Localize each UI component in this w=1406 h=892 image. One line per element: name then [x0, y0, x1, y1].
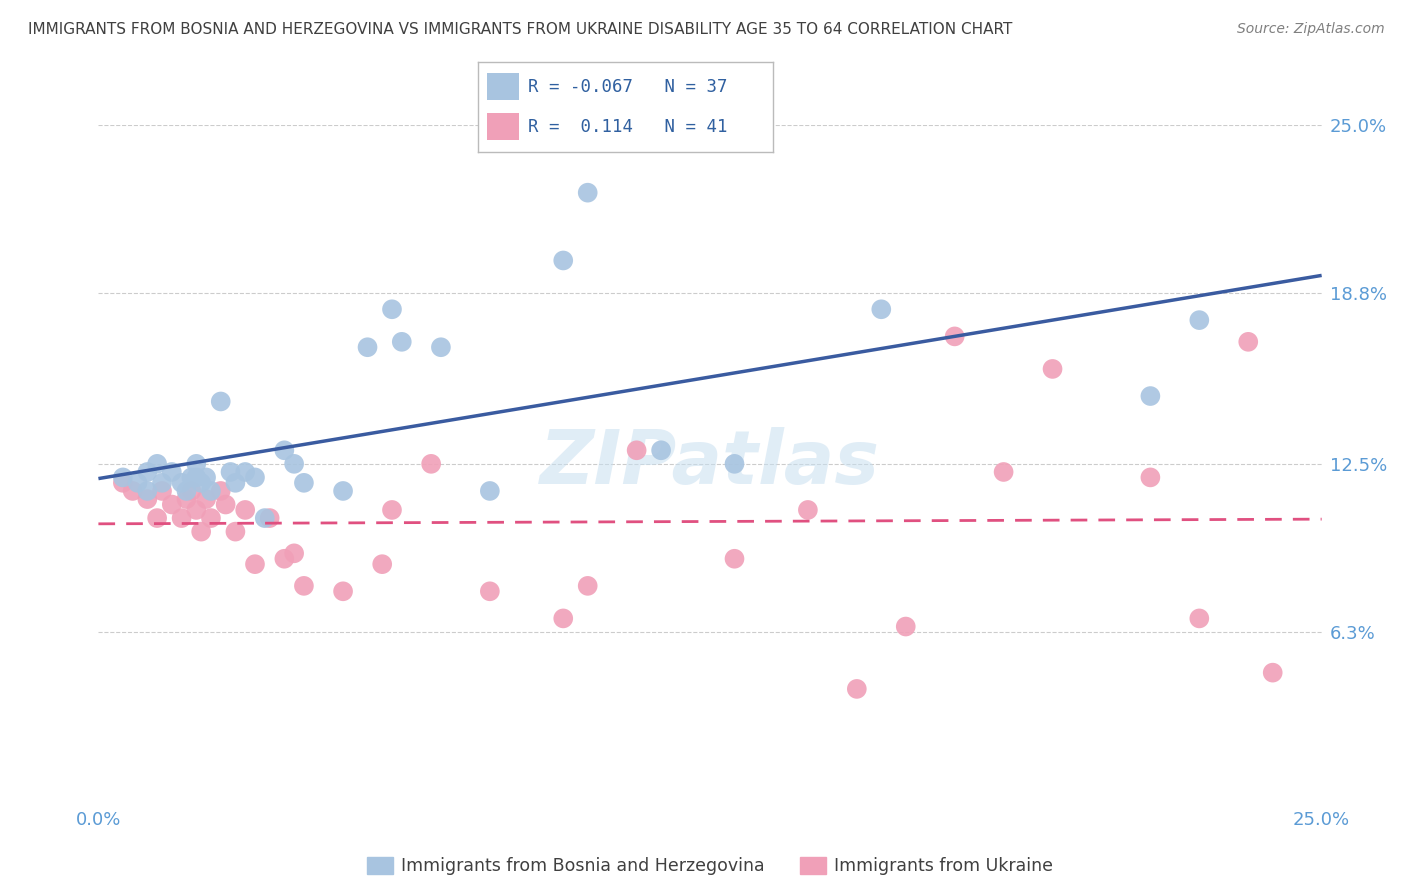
Point: [797, 503, 820, 517]
Point: [332, 584, 354, 599]
Point: [723, 457, 745, 471]
Point: [1139, 389, 1161, 403]
Point: [356, 340, 378, 354]
Point: [283, 457, 305, 471]
Point: [292, 579, 315, 593]
Point: [111, 470, 134, 484]
Point: [180, 470, 202, 484]
Point: [146, 457, 169, 471]
Point: [391, 334, 413, 349]
Text: ZIPatlas: ZIPatlas: [540, 427, 880, 500]
Point: [243, 470, 266, 484]
Point: [136, 465, 159, 479]
Point: [186, 470, 208, 484]
Point: [478, 584, 501, 599]
Text: IMMIGRANTS FROM BOSNIA AND HERZEGOVINA VS IMMIGRANTS FROM UKRAINE DISABILITY AGE: IMMIGRANTS FROM BOSNIA AND HERZEGOVINA V…: [28, 22, 1012, 37]
Point: [195, 470, 218, 484]
Point: [190, 475, 212, 490]
Point: [381, 302, 404, 317]
Point: [430, 340, 453, 354]
Point: [176, 492, 198, 507]
Point: [186, 503, 208, 517]
Point: [1042, 362, 1064, 376]
Point: [136, 492, 159, 507]
Point: [259, 511, 281, 525]
Point: [224, 524, 246, 539]
Point: [253, 511, 276, 525]
Point: [214, 498, 236, 512]
Point: [160, 498, 183, 512]
Point: [170, 511, 193, 525]
Point: [371, 557, 394, 571]
Point: [170, 475, 193, 490]
Point: [478, 483, 501, 498]
Point: [993, 465, 1015, 479]
Point: [224, 475, 246, 490]
Point: [150, 475, 173, 490]
Point: [1188, 611, 1211, 625]
Point: [1188, 313, 1211, 327]
Point: [200, 511, 222, 525]
Point: [209, 483, 232, 498]
Point: [1261, 665, 1284, 680]
Point: [233, 465, 256, 479]
Point: [553, 253, 575, 268]
Point: [186, 457, 208, 471]
Point: [576, 579, 599, 593]
Point: [190, 524, 212, 539]
Point: [111, 475, 134, 490]
Point: [243, 557, 266, 571]
Bar: [486, 73, 519, 100]
Point: [943, 329, 966, 343]
Bar: [486, 113, 519, 140]
Point: [626, 443, 648, 458]
Point: [180, 483, 202, 498]
Point: [273, 443, 295, 458]
Point: [160, 465, 183, 479]
Point: [121, 483, 143, 498]
Point: [219, 465, 242, 479]
Point: [283, 546, 305, 560]
Point: [845, 681, 868, 696]
Point: [209, 394, 232, 409]
Point: [894, 619, 917, 633]
Point: [136, 483, 159, 498]
Point: [150, 483, 173, 498]
Point: [870, 302, 893, 317]
Legend: Immigrants from Bosnia and Herzegovina, Immigrants from Ukraine: Immigrants from Bosnia and Herzegovina, …: [360, 849, 1060, 882]
Point: [176, 483, 198, 498]
Point: [381, 503, 404, 517]
Point: [650, 443, 672, 458]
Point: [127, 475, 149, 490]
Point: [420, 457, 443, 471]
Text: Source: ZipAtlas.com: Source: ZipAtlas.com: [1237, 22, 1385, 37]
Point: [200, 483, 222, 498]
Point: [273, 551, 295, 566]
Point: [1139, 470, 1161, 484]
Point: [576, 186, 599, 200]
Point: [723, 551, 745, 566]
Point: [553, 611, 575, 625]
Text: R =  0.114   N = 41: R = 0.114 N = 41: [529, 118, 728, 136]
Point: [146, 511, 169, 525]
Point: [195, 492, 218, 507]
Text: R = -0.067   N = 37: R = -0.067 N = 37: [529, 78, 728, 95]
Point: [1237, 334, 1260, 349]
Point: [332, 483, 354, 498]
Point: [292, 475, 315, 490]
Point: [233, 503, 256, 517]
